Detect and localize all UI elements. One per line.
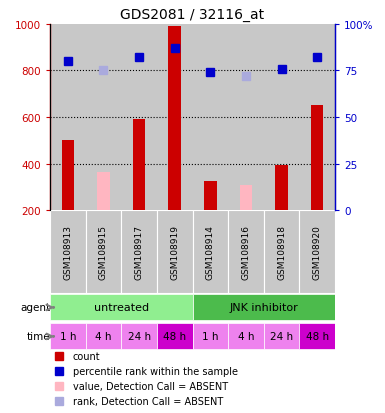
FancyBboxPatch shape: [264, 323, 300, 349]
FancyBboxPatch shape: [228, 211, 264, 293]
FancyBboxPatch shape: [121, 211, 157, 293]
Bar: [157, 25, 192, 211]
Text: rank, Detection Call = ABSENT: rank, Detection Call = ABSENT: [73, 396, 223, 406]
Text: GSM108916: GSM108916: [241, 225, 250, 279]
Text: GSM108914: GSM108914: [206, 225, 215, 279]
Text: 24 h: 24 h: [270, 332, 293, 342]
FancyBboxPatch shape: [157, 211, 192, 293]
Bar: [97, 172, 110, 211]
FancyBboxPatch shape: [192, 211, 228, 293]
FancyBboxPatch shape: [121, 323, 157, 349]
Text: 4 h: 4 h: [238, 332, 254, 342]
FancyBboxPatch shape: [300, 323, 335, 349]
Text: GSM108920: GSM108920: [313, 225, 321, 279]
Bar: [133, 120, 145, 211]
Text: untreated: untreated: [94, 303, 149, 313]
Text: JNK inhibitor: JNK inhibitor: [229, 303, 298, 313]
Bar: [275, 165, 288, 211]
FancyBboxPatch shape: [192, 323, 228, 349]
FancyBboxPatch shape: [228, 323, 264, 349]
Bar: [169, 27, 181, 211]
FancyBboxPatch shape: [85, 211, 121, 293]
Text: 1 h: 1 h: [202, 332, 219, 342]
Bar: [240, 185, 252, 211]
Text: percentile rank within the sample: percentile rank within the sample: [73, 366, 238, 376]
Bar: [85, 25, 121, 211]
Bar: [192, 25, 228, 211]
FancyBboxPatch shape: [50, 323, 85, 349]
FancyBboxPatch shape: [300, 211, 335, 293]
Text: GSM108918: GSM108918: [277, 225, 286, 279]
Text: 48 h: 48 h: [163, 332, 186, 342]
Text: value, Detection Call = ABSENT: value, Detection Call = ABSENT: [73, 381, 228, 391]
Bar: [264, 25, 300, 211]
Text: GSM108917: GSM108917: [135, 225, 144, 279]
Bar: [62, 141, 74, 211]
Text: count: count: [73, 351, 100, 361]
FancyBboxPatch shape: [264, 211, 300, 293]
Text: 48 h: 48 h: [306, 332, 329, 342]
Bar: [300, 25, 335, 211]
FancyBboxPatch shape: [50, 295, 192, 320]
Text: time: time: [27, 332, 51, 342]
FancyBboxPatch shape: [50, 211, 85, 293]
FancyBboxPatch shape: [192, 295, 335, 320]
Text: GSM108919: GSM108919: [170, 225, 179, 279]
FancyBboxPatch shape: [157, 323, 192, 349]
Text: GSM108915: GSM108915: [99, 225, 108, 279]
Text: GSM108913: GSM108913: [64, 225, 72, 279]
Bar: [204, 182, 216, 211]
Title: GDS2081 / 32116_at: GDS2081 / 32116_at: [121, 8, 264, 22]
Bar: [121, 25, 157, 211]
Bar: [50, 25, 85, 211]
Text: agent: agent: [21, 303, 51, 313]
Bar: [311, 106, 323, 211]
FancyBboxPatch shape: [85, 323, 121, 349]
Text: 4 h: 4 h: [95, 332, 112, 342]
Text: 1 h: 1 h: [60, 332, 76, 342]
Text: 24 h: 24 h: [127, 332, 151, 342]
Bar: [228, 25, 264, 211]
